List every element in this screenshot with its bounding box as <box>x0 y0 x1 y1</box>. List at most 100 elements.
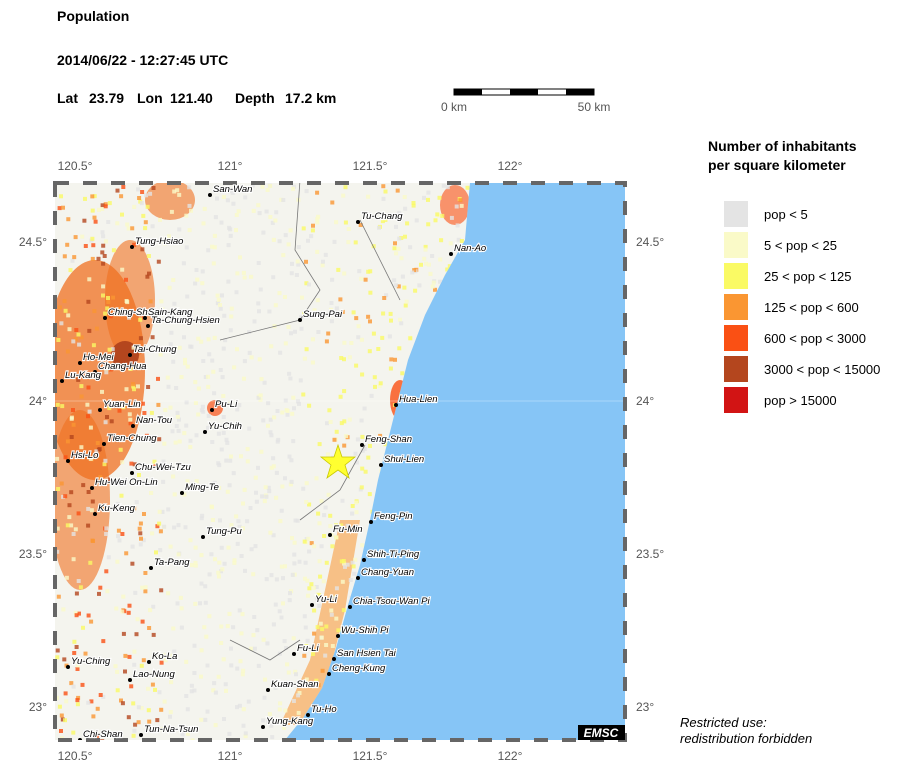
pop-cell <box>277 291 282 296</box>
pop-cell <box>119 493 124 498</box>
pop-cell <box>242 359 247 364</box>
pop-cell <box>190 738 195 740</box>
pop-cell <box>218 368 223 372</box>
pop-cell <box>396 246 401 251</box>
pop-cell <box>253 544 258 549</box>
pop-cell <box>384 293 389 298</box>
pop-cell <box>69 523 74 528</box>
pop-cell <box>58 305 62 310</box>
place-dot <box>261 725 265 729</box>
pop-cell <box>269 573 274 578</box>
pop-cell <box>215 293 220 298</box>
pop-cell <box>175 414 180 419</box>
pop-cell <box>205 709 210 714</box>
pop-cell <box>368 444 372 448</box>
pop-cell <box>157 690 162 695</box>
legend-label: 125 < pop < 600 <box>764 300 859 315</box>
pop-cell <box>303 576 307 581</box>
pop-cell <box>230 190 235 195</box>
pop-cell <box>272 415 277 420</box>
place-dot <box>356 576 360 580</box>
pop-cell <box>271 237 276 242</box>
pop-cell <box>237 703 242 708</box>
pop-cell <box>290 536 294 541</box>
pop-cell <box>124 277 128 282</box>
pop-cell <box>265 641 270 646</box>
pop-cell <box>292 552 297 557</box>
pop-cell <box>128 417 133 422</box>
pop-cell <box>273 303 278 308</box>
pop-cell <box>417 283 422 288</box>
pop-cell <box>342 443 347 448</box>
pop-cell <box>59 194 63 199</box>
pop-cell <box>65 523 70 528</box>
pop-cell <box>342 271 347 276</box>
pop-cell <box>213 723 218 728</box>
pop-cell <box>92 309 97 314</box>
pop-cell <box>97 591 101 596</box>
pop-cell <box>241 501 245 506</box>
pop-cell <box>196 412 201 417</box>
pop-cell <box>366 194 371 199</box>
map <box>55 183 625 740</box>
pop-cell <box>73 235 78 240</box>
pop-cell <box>219 447 224 452</box>
pop-cell <box>393 283 398 288</box>
pop-cell <box>254 490 258 495</box>
pop-cell <box>176 428 181 433</box>
pop-cell <box>231 625 236 630</box>
pop-cell <box>278 701 283 706</box>
pop-cell <box>110 347 115 352</box>
pop-cell <box>101 284 106 289</box>
pop-cell <box>296 245 301 250</box>
pop-cell <box>106 300 111 304</box>
pop-cell <box>77 611 81 616</box>
pop-cell <box>168 714 172 719</box>
pop-cell <box>344 434 349 439</box>
pop-cell <box>157 437 162 442</box>
pop-cell <box>219 220 224 225</box>
pop-cell <box>156 402 161 407</box>
pop-cell <box>221 415 226 419</box>
pop-cell <box>103 458 108 463</box>
pop-cell <box>359 337 364 342</box>
pop-cell <box>306 536 311 541</box>
pop-cell <box>141 213 146 218</box>
pop-cell <box>297 401 301 406</box>
legend-swatch <box>724 387 748 413</box>
pop-cell <box>366 314 371 319</box>
pop-cell <box>241 707 246 712</box>
pop-cell <box>441 183 446 188</box>
pop-cell <box>339 356 344 360</box>
pop-cell <box>71 684 76 689</box>
pop-cell <box>101 234 106 239</box>
pop-cell <box>203 375 208 379</box>
pop-cell <box>101 243 106 248</box>
pop-cell <box>306 593 311 598</box>
pop-cell <box>179 375 184 379</box>
pop-cell <box>76 511 81 516</box>
pop-cell <box>138 336 143 341</box>
pop-cell <box>65 242 70 247</box>
pop-cell <box>195 277 200 282</box>
lon-label: 122° <box>498 159 523 173</box>
pop-cell <box>96 256 101 261</box>
place-dot <box>60 379 64 383</box>
pop-cell <box>90 208 95 213</box>
place-label: Tu-Chang <box>361 211 403 222</box>
pop-cell <box>392 278 397 283</box>
pop-cell <box>107 406 112 411</box>
pop-cell <box>148 608 153 613</box>
pop-cell <box>360 372 365 377</box>
pop-cell <box>290 261 294 266</box>
pop-cell <box>115 188 120 193</box>
pop-cell <box>380 219 385 224</box>
pop-cell <box>176 523 181 528</box>
pop-cell <box>363 469 368 474</box>
pop-cell <box>131 382 136 387</box>
pop-cell <box>239 631 244 636</box>
pop-cell <box>347 355 352 360</box>
places: San-Wan Tu-Chang Tung-Hsiao Nan-Ao Ching-Shu… <box>60 183 487 740</box>
pop-cell <box>158 352 163 357</box>
pop-cell <box>172 301 177 306</box>
